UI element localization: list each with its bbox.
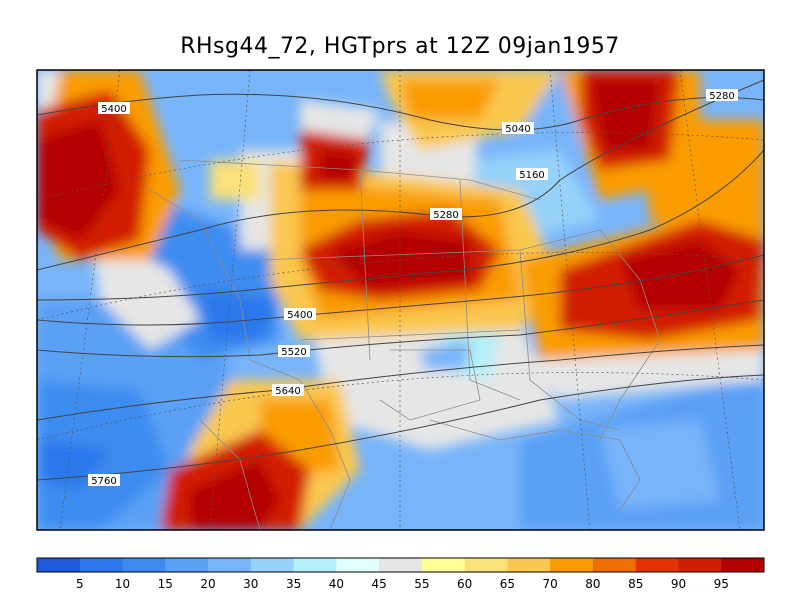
graticule bbox=[37, 70, 764, 530]
contour-label-group: 5400 5040 5280 5160 5280 5400 5520 5640 … bbox=[88, 89, 738, 487]
svg-text:5280: 5280 bbox=[433, 210, 458, 221]
colorbar-tick-label: 55 bbox=[414, 577, 429, 591]
colorbar-tick-label: 60 bbox=[457, 577, 472, 591]
contour-label: 5400 bbox=[98, 102, 130, 115]
contour-label: 5520 bbox=[278, 345, 310, 358]
colorbar-tick-label: 10 bbox=[115, 577, 130, 591]
colorbar-swatch bbox=[507, 558, 551, 572]
contour-label: 5640 bbox=[272, 384, 304, 397]
colorbar-swatch bbox=[379, 558, 423, 572]
svg-text:5280: 5280 bbox=[709, 91, 734, 102]
colorbar-swatch bbox=[37, 558, 81, 572]
colorbar-swatches bbox=[37, 558, 765, 572]
colorbar-swatch bbox=[592, 558, 637, 572]
colorbar-swatch bbox=[721, 558, 765, 572]
contour-label: 5400 bbox=[284, 308, 316, 321]
svg-text:5160: 5160 bbox=[519, 170, 544, 181]
colorbar-swatch bbox=[122, 558, 166, 572]
colorbar-swatch bbox=[208, 558, 252, 572]
colorbar-tick-label: 90 bbox=[671, 577, 686, 591]
svg-text:5640: 5640 bbox=[275, 386, 300, 397]
colorbar-tick-label: 15 bbox=[158, 577, 173, 591]
map-frame bbox=[36, 69, 765, 531]
contour-label: 5280 bbox=[706, 89, 738, 102]
colorbar-swatch bbox=[464, 558, 508, 572]
map-title: RHsg44_72, HGTprs at 12Z 09jan1957 bbox=[180, 34, 620, 59]
contour-label: 5280 bbox=[430, 208, 462, 221]
colorbar-tick-label: 30 bbox=[243, 577, 258, 591]
colorbar-tick-label: 70 bbox=[543, 577, 558, 591]
colorbar-tick-label: 35 bbox=[286, 577, 301, 591]
svg-text:5760: 5760 bbox=[91, 476, 116, 487]
svg-text:5400: 5400 bbox=[287, 310, 312, 321]
colorbar-tick-label: 80 bbox=[585, 577, 600, 591]
contour-label: 5040 bbox=[502, 122, 534, 135]
colorbar-swatch bbox=[550, 558, 594, 572]
colorbar-tick-label: 40 bbox=[329, 577, 344, 591]
contour-label: 5760 bbox=[88, 474, 120, 487]
colorbar-swatch bbox=[79, 558, 124, 572]
colorbar-tick-label: 45 bbox=[371, 577, 386, 591]
svg-text:5520: 5520 bbox=[281, 347, 306, 358]
colorbar-swatch bbox=[165, 558, 209, 572]
colorbar-tick-label: 85 bbox=[628, 577, 643, 591]
height-contours bbox=[37, 79, 764, 481]
svg-text:5400: 5400 bbox=[101, 104, 126, 115]
colorbar-swatch bbox=[678, 558, 722, 572]
colorbar-tick-label: 5 bbox=[76, 577, 84, 591]
colorbar-tick-label: 20 bbox=[200, 577, 215, 591]
contour-label: 5160 bbox=[516, 168, 548, 181]
colorbar-swatch bbox=[293, 558, 337, 572]
colorbar-swatch bbox=[421, 558, 466, 572]
colorbar-labels: 5 10 15 20 30 35 40 45 55 60 65 70 80 85 90 95 bbox=[76, 577, 729, 591]
colorbar-tick-label: 65 bbox=[500, 577, 515, 591]
colorbar-frame bbox=[36, 557, 765, 573]
colorbar-swatch bbox=[336, 558, 380, 572]
colorbar-swatch bbox=[635, 558, 679, 572]
svg-text:5040: 5040 bbox=[505, 124, 530, 135]
colorbar-tick-label: 95 bbox=[714, 577, 729, 591]
geographic-boundaries bbox=[149, 159, 661, 530]
colorbar-swatch bbox=[250, 558, 295, 572]
